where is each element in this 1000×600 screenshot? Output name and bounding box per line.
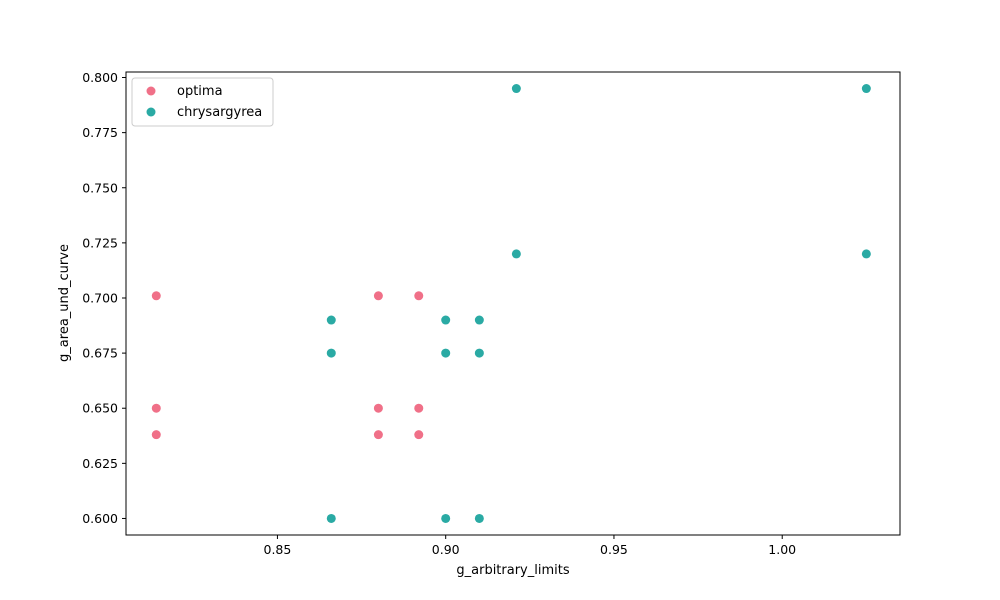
y-tick-label: 0.675 (82, 346, 118, 361)
y-tick-label: 0.700 (82, 290, 118, 305)
data-point-chrysargyrea (474, 315, 484, 325)
data-point-optima (373, 291, 383, 301)
legend-box (131, 77, 274, 127)
data-point-chrysargyrea (441, 513, 451, 523)
x-tick-label: 0.85 (264, 542, 292, 557)
y-tick-label: 0.750 (82, 180, 118, 195)
plot-frame (125, 71, 901, 536)
data-point-chrysargyrea (861, 249, 871, 259)
data-point-optima (414, 430, 424, 440)
data-point-optima (151, 430, 161, 440)
plot-area: 0.85 0.90 0.95 1.00 0.600 0.625 0.650 0.675 0.7… (82, 70, 901, 557)
data-point-chrysargyrea (511, 249, 521, 259)
y-axis-label: g_area_und_curve (57, 244, 72, 362)
y-tick-label: 0.650 (82, 401, 118, 416)
data-point-optima (151, 291, 161, 301)
data-point-chrysargyrea (326, 513, 336, 523)
data-point-optima (373, 403, 383, 413)
legend-marker-chrysargyrea (146, 107, 156, 117)
y-tick-label: 0.600 (82, 511, 118, 526)
data-point-optima (414, 403, 424, 413)
legend-marker-optima (146, 86, 156, 96)
x-tick-label: 0.95 (600, 542, 628, 557)
x-axis-ticks: 0.85 0.90 0.95 1.00 (264, 535, 796, 557)
data-point-optima (373, 430, 383, 440)
data-point-optima (151, 403, 161, 413)
data-point-chrysargyrea (474, 348, 484, 358)
y-tick-label: 0.775 (82, 125, 118, 140)
data-point-chrysargyrea (511, 84, 521, 94)
x-axis-label: g_arbitrary_limits (456, 563, 569, 578)
y-tick-label: 0.625 (82, 456, 118, 471)
data-point-chrysargyrea (861, 84, 871, 94)
y-tick-label: 0.800 (82, 70, 118, 85)
data-point-chrysargyrea (474, 513, 484, 523)
legend-label-chrysargyrea: chrysargyrea (177, 105, 262, 120)
data-point-optima (414, 291, 424, 301)
data-points (151, 84, 871, 523)
data-point-chrysargyrea (441, 315, 451, 325)
legend: optima chrysargyrea (131, 77, 274, 127)
legend-label-optima: optima (177, 84, 223, 99)
x-tick-label: 0.90 (432, 542, 460, 557)
data-point-chrysargyrea (326, 315, 336, 325)
data-point-chrysargyrea (441, 348, 451, 358)
x-tick-label: 1.00 (768, 542, 796, 557)
data-point-chrysargyrea (326, 348, 336, 358)
y-axis-ticks: 0.600 0.625 0.650 0.675 0.700 0.725 0.750 0.775… (82, 70, 126, 526)
y-tick-label: 0.725 (82, 235, 118, 250)
